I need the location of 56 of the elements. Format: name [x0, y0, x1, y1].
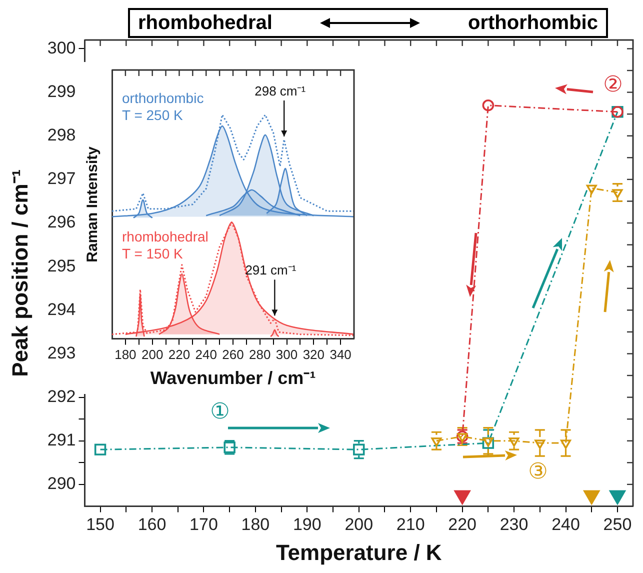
point — [94, 444, 106, 456]
x-axis-title: Temperature / K — [276, 540, 442, 565]
x-tick-label: 160 — [138, 515, 166, 534]
x-tick-label: 170 — [190, 515, 218, 534]
x-tick-label: 150 — [86, 515, 114, 534]
x-tick-label: 180 — [114, 347, 136, 362]
x-tick-label: 280 — [249, 347, 271, 362]
y-tick-label: 298 — [47, 126, 76, 145]
y-tick-label: 299 — [47, 82, 76, 101]
text: orthorhombic — [468, 12, 598, 34]
y-axis-title: Peak position / cm⁻¹ — [7, 169, 32, 377]
text: rhombohedral — [138, 12, 272, 34]
point — [353, 444, 365, 456]
x-tick-label: 240 — [195, 347, 217, 362]
y-tick-label: 295 — [47, 256, 76, 276]
y-tick-label: 292 — [47, 386, 76, 406]
x-tick-label: 250 — [603, 515, 632, 534]
series-label: rhombohedral T = 150 K — [122, 228, 208, 262]
point — [609, 490, 626, 505]
x-tick-label: 340 — [330, 347, 352, 362]
annotation: ② — [603, 72, 623, 98]
annotation: ③ — [528, 460, 548, 484]
annotation: 298 cm⁻¹ — [254, 84, 306, 99]
point — [534, 440, 546, 449]
y-tick-label: 294 — [47, 300, 76, 319]
point — [560, 440, 571, 449]
y-tick-label: 293 — [47, 343, 76, 362]
x-tick-label: 180 — [241, 515, 270, 534]
x-tick-label: 200 — [344, 515, 374, 534]
y-tick-label: 291 — [47, 430, 76, 450]
y-axis-title: Raman Intensity — [84, 146, 102, 262]
x-tick-label: 300 — [276, 347, 298, 362]
x-tick-label: 210 — [396, 515, 425, 534]
x-tick-label: 240 — [552, 515, 580, 534]
x-tick-label: 190 — [292, 515, 322, 534]
x-tick-label: 320 — [302, 347, 325, 362]
y-tick-label: 297 — [47, 169, 76, 188]
x-axis-title: Wavenumber / cm⁻¹ — [150, 368, 316, 388]
point — [612, 189, 623, 198]
x-tick-label: 220 — [448, 515, 477, 534]
x-tick-label: 200 — [141, 347, 164, 362]
y-tick-label: 300 — [47, 38, 76, 58]
y-tick-label: 290 — [47, 474, 76, 494]
point — [508, 437, 520, 447]
point — [583, 490, 600, 505]
x-tick-label: 220 — [168, 347, 190, 362]
point — [431, 437, 442, 447]
x-tick-label: 260 — [222, 347, 244, 362]
point — [454, 490, 471, 505]
y-tick-label: 296 — [47, 212, 76, 232]
annotation: ① — [210, 400, 230, 424]
point — [457, 433, 468, 442]
series-label: orthorhombic T = 250 K — [122, 90, 204, 123]
point — [482, 99, 494, 112]
point — [586, 184, 597, 194]
x-tick-label: 230 — [500, 515, 528, 534]
